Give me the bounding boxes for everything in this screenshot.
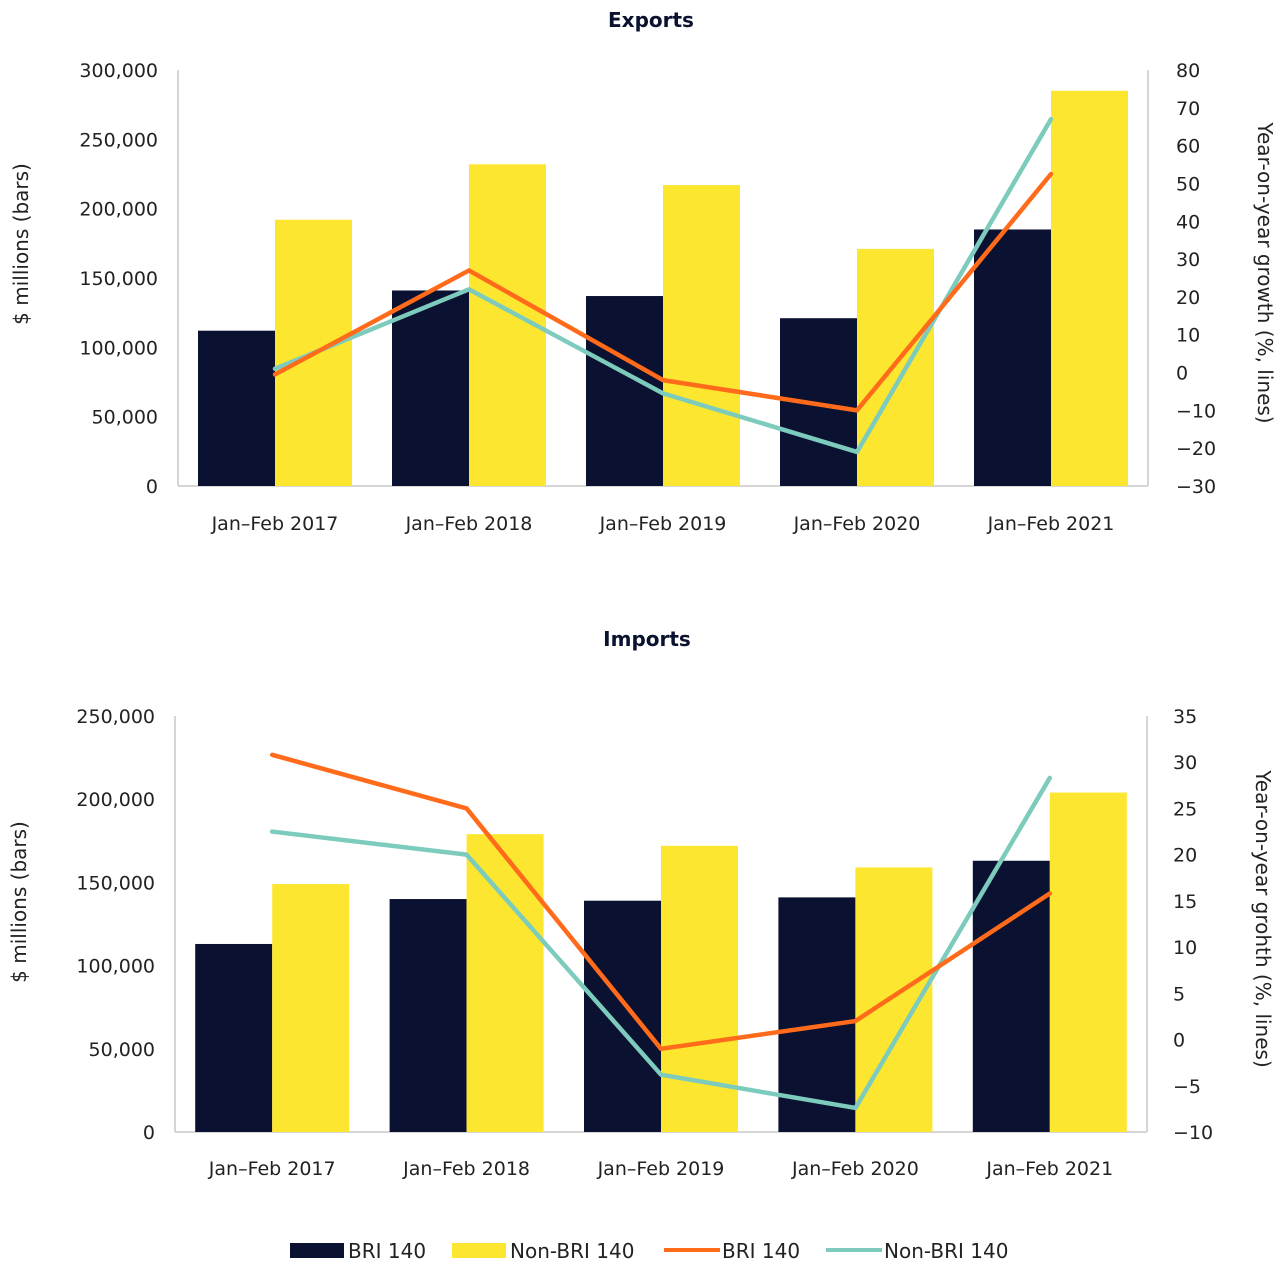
exports-left-tick-label: 250,000 xyxy=(79,129,158,151)
imports-category-label: Jan–Feb 2020 xyxy=(791,1158,919,1180)
exports-category-label: Jan–Feb 2021 xyxy=(987,513,1115,535)
exports-left-tick-label: 50,000 xyxy=(92,407,158,429)
legend: BRI 140 Non-BRI 140 BRI 140 Non-BRI 140 xyxy=(290,1239,1008,1263)
imports-left-tick-label: 0 xyxy=(143,1122,155,1144)
imports-right-axis-label: Year-on-year grohth (%, lines) xyxy=(1251,769,1275,1068)
imports-left-tick-label: 100,000 xyxy=(76,956,155,978)
imports-right-tick-label: −5 xyxy=(1173,1076,1201,1098)
exports-left-tick-label: 200,000 xyxy=(79,199,158,221)
legend-swatch-bri-bar xyxy=(290,1243,344,1258)
imports-non-bri-bar xyxy=(661,845,738,1132)
exports-non-bri-line xyxy=(272,116,1054,455)
imports-right-tick-label: 35 xyxy=(1173,706,1197,728)
exports-bri-bar xyxy=(198,330,275,486)
exports-category-label: Jan–Feb 2018 xyxy=(405,513,533,535)
imports-bri-line xyxy=(269,752,1053,1052)
exports-left-tick-label: 300,000 xyxy=(79,60,158,82)
imports-right-tick-label: 10 xyxy=(1173,937,1197,959)
exports-right-tick-label: −30 xyxy=(1176,476,1216,498)
exports-category-label: Jan–Feb 2020 xyxy=(793,513,921,535)
legend-label-non-bri-bar: Non-BRI 140 xyxy=(510,1239,634,1263)
exports-left-axis-label: $ millions (bars) xyxy=(9,163,33,325)
imports-category-label: Jan–Feb 2021 xyxy=(985,1158,1113,1180)
exports-bars xyxy=(198,90,1128,487)
exports-bri-bar xyxy=(392,290,469,486)
imports-left-axis-label: $ millions (bars) xyxy=(7,821,31,983)
imports-left-tick-label: 200,000 xyxy=(76,789,155,811)
exports-bri-line xyxy=(272,171,1054,413)
imports-bars xyxy=(195,792,1127,1132)
imports-right-tick-label: 25 xyxy=(1173,798,1197,820)
exports-right-tick-label: −10 xyxy=(1176,400,1216,422)
imports-right-tick-label: 5 xyxy=(1173,983,1185,1005)
imports-category-label: Jan–Feb 2019 xyxy=(597,1158,725,1180)
imports-right-tick-label: 30 xyxy=(1173,752,1197,774)
exports-non-bri-bar xyxy=(857,248,934,486)
imports-right-tick-label: 15 xyxy=(1173,891,1197,913)
imports-ticks: 0 50,000 100,000 150,000 200,000 250,000 −10 −5… xyxy=(76,706,1213,1180)
imports-category-label: Jan–Feb 2017 xyxy=(208,1158,336,1180)
imports-chart-title: Imports xyxy=(603,627,691,651)
exports-bri-bar xyxy=(586,296,663,486)
exports-right-tick-label: 30 xyxy=(1176,249,1200,271)
exports-ticks: 0 50,000 100,000 150,000 200,000 250,000 300,0… xyxy=(79,60,1216,535)
imports-left-tick-label: 150,000 xyxy=(76,872,155,894)
imports-left-tick-label: 50,000 xyxy=(89,1039,155,1061)
exports-right-tick-label: 0 xyxy=(1176,363,1188,385)
imports-lines xyxy=(269,752,1053,1111)
imports-category-label: Jan–Feb 2018 xyxy=(402,1158,530,1180)
exports-chart-title: Exports xyxy=(608,8,694,32)
imports-non-bri-bar xyxy=(1049,792,1127,1132)
exports-right-tick-label: 20 xyxy=(1176,287,1200,309)
exports-right-tick-label: 60 xyxy=(1176,136,1200,158)
exports-right-tick-label: 50 xyxy=(1176,173,1200,195)
exports-left-tick-label: 100,000 xyxy=(79,337,158,359)
imports-right-tick-label: −10 xyxy=(1173,1122,1213,1144)
exports-right-tick-label: 40 xyxy=(1176,211,1200,233)
exports-right-tick-label: 80 xyxy=(1176,60,1200,82)
imports-non-bri-bar xyxy=(272,884,350,1132)
exports-category-label: Jan–Feb 2019 xyxy=(599,513,727,535)
imports-bri-bar xyxy=(195,943,273,1132)
imports-right-tick-label: 20 xyxy=(1173,845,1197,867)
exports-right-tick-label: 70 xyxy=(1176,98,1200,120)
exports-bri-bar xyxy=(974,229,1051,486)
exports-non-bri-bar xyxy=(1051,90,1128,487)
imports-bri-bar xyxy=(972,860,1050,1132)
legend-swatch-non-bri-bar xyxy=(452,1243,506,1258)
legend-label-non-bri-line: Non-BRI 140 xyxy=(884,1239,1008,1263)
legend-label-bri-bar: BRI 140 xyxy=(348,1239,426,1263)
imports-non-bri-line xyxy=(269,775,1053,1111)
legend-label-bri-line: BRI 140 xyxy=(722,1239,800,1263)
exports-left-tick-label: 0 xyxy=(146,476,158,498)
imports-right-tick-label: 0 xyxy=(1173,1030,1185,1052)
exports-category-label: Jan–Feb 2017 xyxy=(211,513,339,535)
imports-chart: Imports $ millions (bars) Year-on-year g… xyxy=(7,627,1275,1180)
exports-chart: Exports $ millions (bars) Year-on-year g… xyxy=(9,8,1277,535)
imports-bri-bar xyxy=(389,899,467,1132)
exports-right-axis-label: Year-on-year growth (%, lines) xyxy=(1253,121,1277,423)
imports-bri-bar xyxy=(778,897,856,1132)
exports-right-tick-label: 10 xyxy=(1176,325,1200,347)
imports-left-tick-label: 250,000 xyxy=(76,706,155,728)
imports-bri-bar xyxy=(584,900,661,1132)
exports-lines xyxy=(272,116,1054,455)
exports-left-tick-label: 150,000 xyxy=(79,268,158,290)
exports-right-tick-label: −20 xyxy=(1176,438,1216,460)
exports-non-bri-bar xyxy=(663,185,740,487)
imports-non-bri-bar xyxy=(466,834,544,1132)
